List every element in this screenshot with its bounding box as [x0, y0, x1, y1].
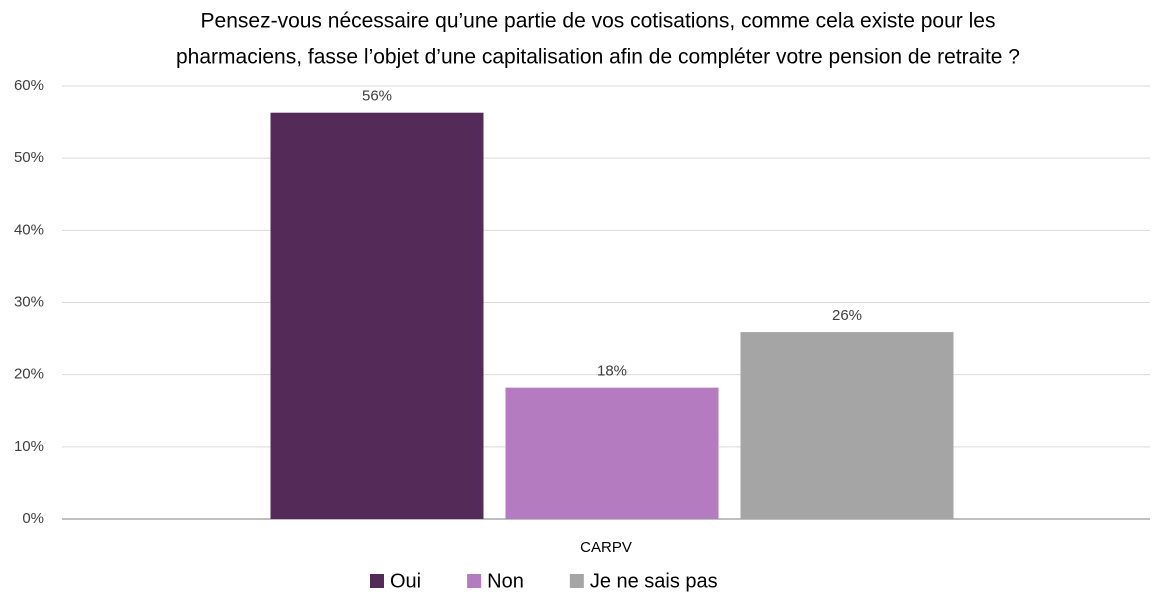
y-tick-label: 10%	[14, 438, 44, 455]
bar	[270, 112, 484, 520]
y-tick-label: 50%	[14, 149, 44, 166]
legend-swatch	[370, 574, 384, 588]
legend-label: Non	[487, 570, 524, 592]
y-tick-label: 20%	[14, 366, 44, 383]
value-label: 56%	[362, 88, 392, 105]
legend-swatch	[467, 574, 482, 588]
legend-label: Oui	[390, 570, 421, 592]
chart-title: pharmaciens, fasse l’objet d’une capital…	[176, 46, 1020, 69]
value-label: 26%	[832, 307, 862, 324]
x-tick-label: CARPV	[580, 539, 632, 556]
chart-title: Pensez-vous nécessaire qu’une partie de …	[201, 10, 996, 33]
y-tick-label: 0%	[22, 510, 44, 527]
legend-swatch	[569, 574, 584, 588]
y-tick-label: 60%	[14, 77, 44, 94]
legend-label: Je ne sais pas	[590, 570, 718, 592]
y-tick-label: 40%	[14, 221, 44, 238]
bar	[505, 387, 719, 519]
value-label: 18%	[597, 363, 627, 380]
y-tick-label: 30%	[14, 293, 44, 310]
bar	[740, 332, 954, 519]
